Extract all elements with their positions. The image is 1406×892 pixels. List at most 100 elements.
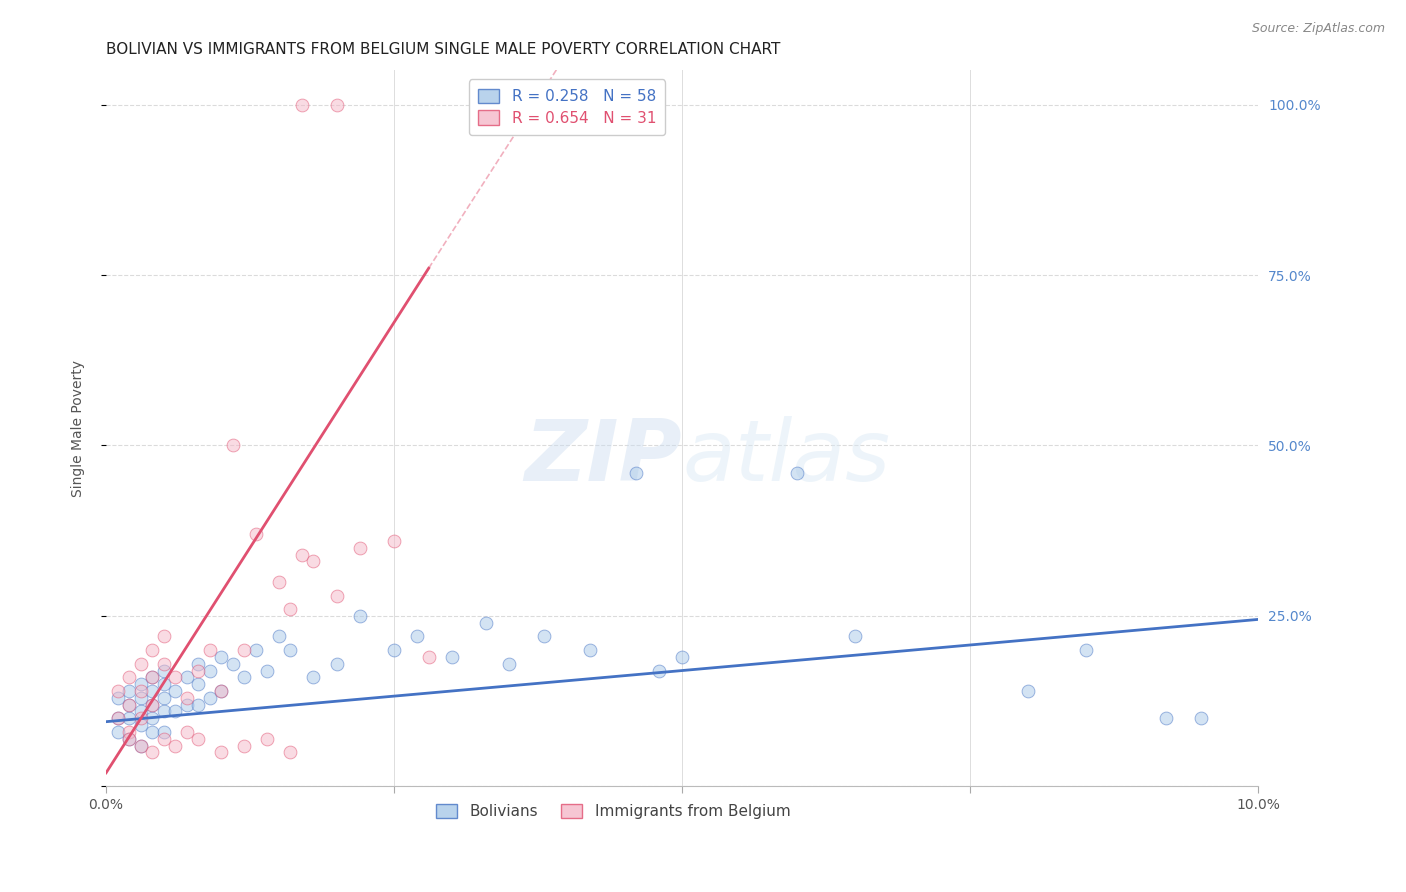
Point [382,533,405,548]
Point [1017,684,1039,698]
Point [129,690,152,705]
Point [280,643,302,657]
Y-axis label: Single Male Poverty: Single Male Poverty [72,360,86,497]
Point [129,684,152,698]
Point [267,630,290,644]
Point [256,731,278,746]
Point [302,554,325,568]
Point [107,684,129,698]
Point [349,609,371,624]
Text: atlas: atlas [682,416,890,499]
Point [209,649,232,664]
Point [152,731,174,746]
Point [280,602,302,616]
Point [418,649,440,664]
Point [152,725,174,739]
Point [498,657,520,671]
Point [291,97,314,112]
Point [233,739,256,753]
Point [118,731,141,746]
Point [118,698,141,712]
Point [176,725,198,739]
Point [152,630,174,644]
Point [118,711,141,725]
Point [1154,711,1177,725]
Point [152,657,174,671]
Point [624,466,647,480]
Point [176,670,198,684]
Point [233,670,256,684]
Point [152,690,174,705]
Point [129,718,152,732]
Point [129,739,152,753]
Point [141,643,163,657]
Point [440,649,463,664]
Point [291,548,314,562]
Point [165,705,187,719]
Point [233,643,256,657]
Point [187,677,209,691]
Point [579,643,602,657]
Point [256,664,278,678]
Point [325,589,347,603]
Point [267,574,290,589]
Point [209,684,232,698]
Point [176,698,198,712]
Point [141,670,163,684]
Point [198,664,221,678]
Point [222,438,245,452]
Point [165,739,187,753]
Point [152,677,174,691]
Point [141,745,163,759]
Point [129,739,152,753]
Point [118,698,141,712]
Point [209,684,232,698]
Point [533,630,555,644]
Text: Source: ZipAtlas.com: Source: ZipAtlas.com [1251,22,1385,36]
Point [141,670,163,684]
Point [245,527,267,541]
Point [1074,643,1097,657]
Point [165,670,187,684]
Point [141,698,163,712]
Point [141,698,163,712]
Point [152,705,174,719]
Point [349,541,371,555]
Point [198,690,221,705]
Point [129,705,152,719]
Point [107,711,129,725]
Point [118,684,141,698]
Point [118,725,141,739]
Point [209,745,232,759]
Point [302,670,325,684]
Point [671,649,693,664]
Point [141,725,163,739]
Point [118,731,141,746]
Point [107,725,129,739]
Legend: Bolivians, Immigrants from Belgium: Bolivians, Immigrants from Belgium [430,797,796,825]
Point [844,630,866,644]
Point [129,711,152,725]
Point [786,466,808,480]
Point [118,670,141,684]
Point [141,684,163,698]
Point [152,664,174,678]
Point [222,657,245,671]
Point [176,690,198,705]
Point [107,690,129,705]
Point [187,664,209,678]
Point [129,657,152,671]
Point [406,630,429,644]
Point [165,684,187,698]
Point [187,731,209,746]
Point [187,698,209,712]
Point [1189,711,1212,725]
Point [475,615,498,630]
Point [187,657,209,671]
Point [648,664,671,678]
Text: BOLIVIAN VS IMMIGRANTS FROM BELGIUM SINGLE MALE POVERTY CORRELATION CHART: BOLIVIAN VS IMMIGRANTS FROM BELGIUM SING… [105,42,780,57]
Point [325,657,347,671]
Point [382,643,405,657]
Point [280,745,302,759]
Point [107,711,129,725]
